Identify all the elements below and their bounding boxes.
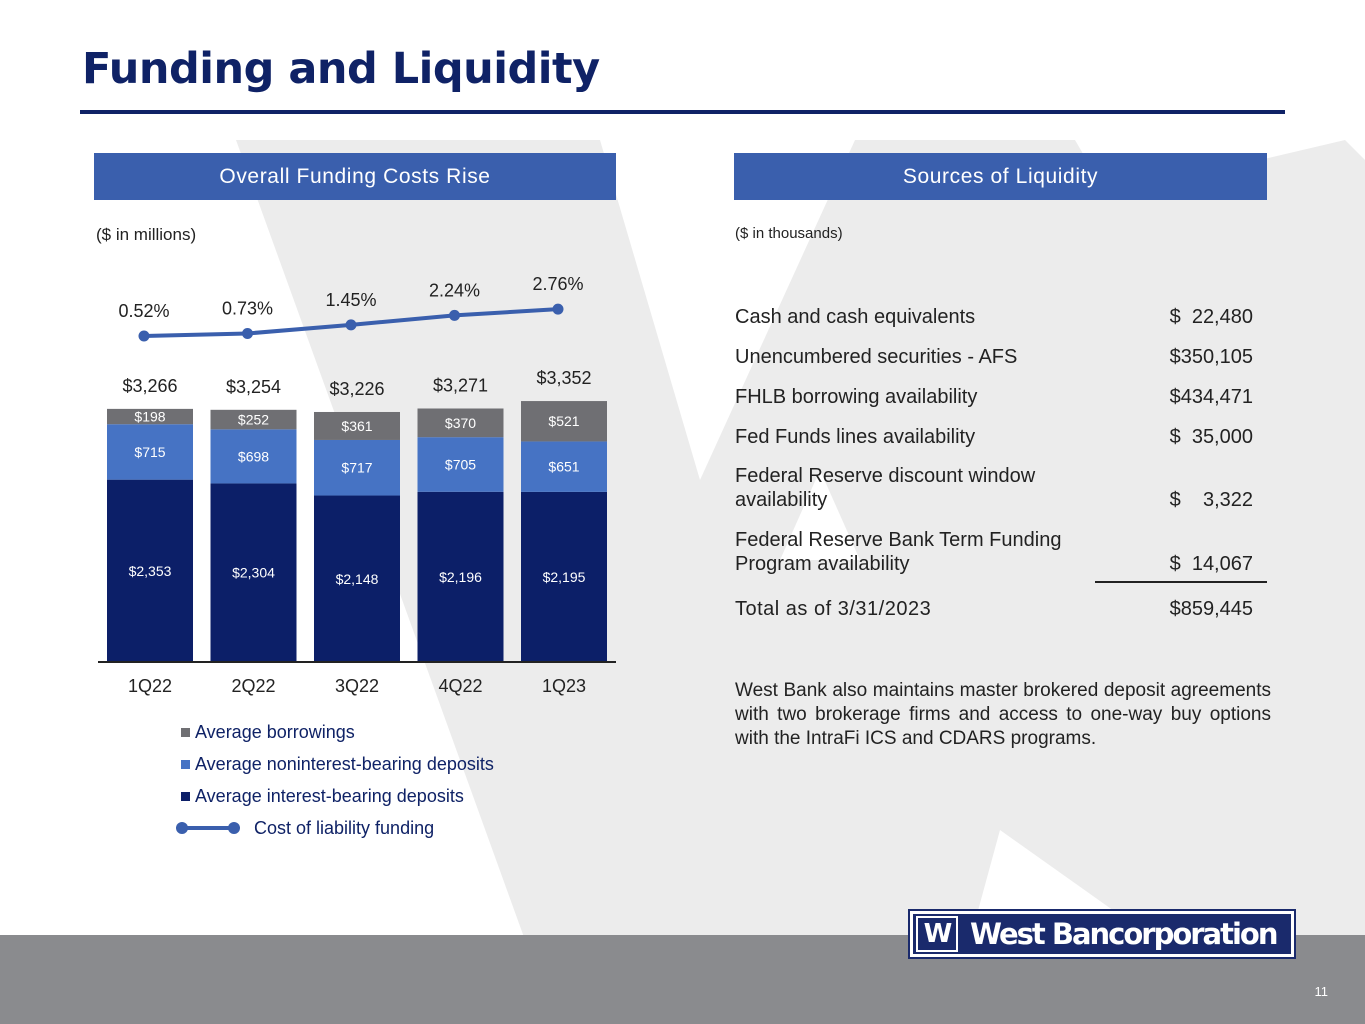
bar-label-noninterest-bearing: $651 [548,459,579,475]
bar-segment-noninterest-bearing [107,424,193,480]
legend-swatch-borrowings [181,727,190,737]
bar-label-interest-bearing: $2,353 [129,563,172,579]
legend-label-cost: Cost of liability funding [254,817,435,838]
liquidity-value: $350,105 [1169,346,1253,368]
bar-label-borrowings: $252 [238,412,269,428]
page-title: Funding and Liquidity [82,44,600,94]
liquidity-row-cash: Cash and cash equivalents $ 22,480 [735,305,1270,329]
legend-item-interest: Average interest-bearing deposits [176,780,494,812]
bar-label-interest-bearing: $2,196 [439,569,482,585]
bar-segment-borrowings [314,411,400,440]
bar-segment-noninterest-bearing [417,437,504,492]
cost-label: 0.52% [118,301,169,321]
liquidity-value: $ 14,067 [1169,553,1253,575]
liquidity-value: $434,471 [1169,386,1253,408]
cost-label: 2.24% [429,280,480,300]
bar-label-borrowings: $361 [341,418,372,434]
funding-unit-note: ($ in millions) [96,225,197,244]
x-tick-label: 4Q22 [438,676,482,696]
bar-segment-borrowings [521,401,607,442]
bar-total-label: $3,226 [329,379,384,399]
bar-segment-noninterest-bearing [521,441,607,492]
bar-segment-interest-bearing [314,495,400,662]
liquidity-row-term-funding: Federal Reserve Bank Term Funding Progra… [735,528,1270,576]
legend-label-interest: Average interest-bearing deposits [195,785,464,806]
cost-point [345,319,357,331]
chart-legend: Average borrowings Average noninterest-b… [176,716,494,844]
legend-label-noninterest: Average noninterest-bearing deposits [195,753,494,774]
title-underline [80,110,1285,114]
liquidity-unit-note: ($ in thousands) [735,225,843,242]
cost-point [138,330,150,342]
page-number: 11 [1314,984,1329,999]
liquidity-label: Federal Reserve discount window availabi… [735,465,1036,511]
bar-segment-interest-bearing [417,491,504,662]
bar-segment-interest-bearing [107,479,193,662]
brokered-deposit-note: West Bank also maintains master brokered… [735,680,1271,749]
bar-label-borrowings: $521 [548,413,579,429]
logo-wordmark: West Bancorporation [970,917,1279,951]
liquidity-row-fhlb: FHLB borrowing availability $434,471 [735,385,1270,409]
legend-swatch-interest [181,791,190,801]
liquidity-total-label: Total as of 3/31/2023 [735,598,932,620]
liquidity-label: Cash and cash equivalents [735,306,976,328]
liquidity-row-securities: Unencumbered securities - AFS $350,105 [735,345,1270,369]
bar-label-noninterest-bearing: $717 [341,460,372,476]
liquidity-value: $ 3,322 [1169,489,1253,511]
legend-item-cost: Cost of liability funding [176,812,494,844]
bar-label-borrowings: $198 [134,409,165,425]
logo-mark-letter: W [923,919,953,949]
bar-segment-noninterest-bearing [210,429,297,484]
funding-chart: $2,353 $715 $198 $3,266 1Q22 $2,304 $698 $252 $3… [98,274,616,696]
legend-item-borrowings: Average borrowings [176,716,494,748]
liquidity-total-value: $859,445 [1169,598,1253,620]
liquidity-label: Unencumbered securities - AFS [735,346,1018,368]
x-tick-label: 1Q22 [128,676,172,696]
liquidity-row-discount-window: Federal Reserve discount window availabi… [735,464,1270,512]
liquidity-label: Fed Funds lines availability [735,426,976,448]
legend-line-cost [176,821,240,835]
bar-label-interest-bearing: $2,304 [232,565,275,581]
cost-point [552,303,564,315]
bar-segment-noninterest-bearing [314,439,400,496]
liquidity-value: $ 22,480 [1169,306,1253,328]
total-rule [1095,581,1267,583]
liquidity-row-total: Total as of 3/31/2023 $859,445 [735,597,1270,621]
logo-mark: W [916,916,958,952]
cost-point [449,309,460,321]
liquidity-label: Federal Reserve Bank Term Funding Progra… [735,529,1062,575]
bar-label-noninterest-bearing: $698 [238,448,269,464]
bar-total-label: $3,254 [226,377,281,397]
bar-segment-borrowings [417,408,504,438]
legend-item-noninterest: Average noninterest-bearing deposits [176,748,494,780]
bar-label-borrowings: $370 [445,415,476,431]
bar-segment-interest-bearing [210,483,297,662]
bar-label-noninterest-bearing: $715 [134,444,165,460]
funding-section-header: Overall Funding Costs Rise [94,153,616,200]
cost-label: 0.73% [222,298,273,318]
liquidity-section-header: Sources of Liquidity [734,153,1267,200]
x-tick-label: 2Q22 [231,676,275,696]
legend-swatch-noninterest [181,759,190,769]
west-bancorporation-logo: W West Bancorporation [908,909,1296,959]
bar-total-label: $3,266 [122,376,177,396]
bar-label-interest-bearing: $2,195 [543,569,586,585]
x-tick-label: 1Q23 [542,676,586,696]
liquidity-row-fed-funds: Fed Funds lines availability $ 35,000 [735,425,1270,449]
bar-label-noninterest-bearing: $705 [445,456,476,472]
cost-point [242,327,253,339]
legend-label-borrowings: Average borrowings [195,721,355,742]
cost-label: 1.45% [325,290,376,310]
liquidity-label: FHLB borrowing availability [735,386,978,408]
bar-segment-borrowings [107,408,193,425]
background-w-watermark [236,140,1365,940]
bar-segment-borrowings [210,409,297,430]
bar-total-label: $3,271 [433,375,488,395]
cost-label: 2.76% [532,274,583,294]
bar-segment-interest-bearing [521,491,607,662]
x-tick-label: 3Q22 [335,676,379,696]
bar-label-interest-bearing: $2,148 [336,571,379,587]
bar-total-label: $3,352 [536,368,591,388]
liquidity-value: $ 35,000 [1169,426,1253,448]
